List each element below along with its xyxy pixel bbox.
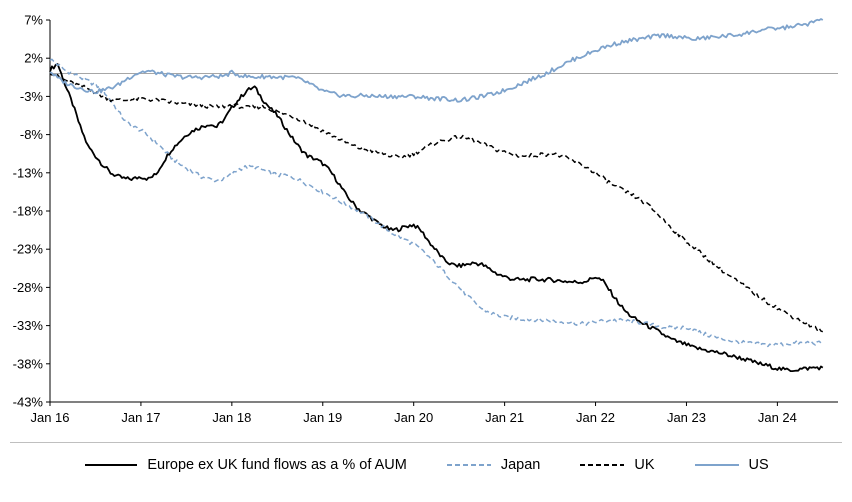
svg-text:-8%: -8% [20, 127, 44, 142]
legend-item-europe: Europe ex UK fund flows as a % of AUM [83, 457, 407, 473]
svg-text:-18%: -18% [13, 204, 44, 219]
svg-text:7%: 7% [24, 13, 43, 28]
svg-text:Jan 16: Jan 16 [30, 410, 69, 425]
svg-text:Jan 22: Jan 22 [576, 410, 615, 425]
legend-item-uk: UK [578, 457, 655, 473]
svg-text:-13%: -13% [13, 165, 44, 180]
svg-text:Jan 20: Jan 20 [394, 410, 433, 425]
svg-text:2%: 2% [24, 51, 43, 66]
legend-label-europe: Europe ex UK fund flows as a % of AUM [147, 457, 407, 473]
svg-text:Jan 24: Jan 24 [758, 410, 797, 425]
legend-swatch-uk-line [580, 464, 625, 466]
legend-swatch-europe-line [85, 464, 138, 466]
svg-text:Jan 23: Jan 23 [667, 410, 706, 425]
svg-text:-33%: -33% [13, 318, 44, 333]
svg-text:Jan 18: Jan 18 [212, 410, 251, 425]
svg-text:-28%: -28% [13, 280, 44, 295]
chart-canvas: 7%2%-3%-8%-13%-18%-23%-28%-33%-38%-43%Ja… [13, 13, 838, 425]
legend-swatch-us-line [694, 464, 739, 466]
legend-label-us: US [748, 457, 769, 473]
svg-text:-3%: -3% [20, 89, 44, 104]
svg-text:-43%: -43% [13, 395, 44, 410]
svg-text:-38%: -38% [13, 356, 44, 371]
svg-text:Jan 17: Jan 17 [121, 410, 160, 425]
legend-swatch-japan-line [446, 464, 491, 466]
svg-text:-23%: -23% [13, 242, 44, 257]
chart-legend: Europe ex UK fund flows as a % of AUM Ja… [10, 442, 842, 473]
legend-item-us: US [693, 457, 769, 473]
legend-label-uk: UK [634, 457, 655, 473]
legend-item-japan: Japan [445, 457, 541, 473]
svg-text:Jan 19: Jan 19 [303, 410, 342, 425]
svg-text:Jan 21: Jan 21 [485, 410, 524, 425]
legend-label-japan: Japan [500, 457, 541, 473]
